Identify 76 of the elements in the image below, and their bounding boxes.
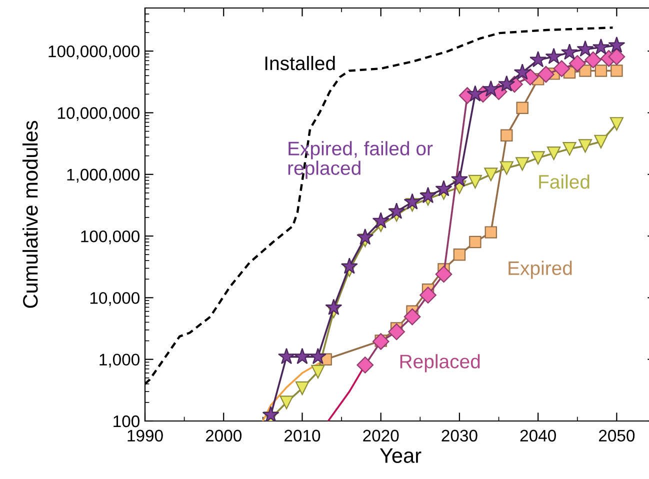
point <box>435 266 452 283</box>
point <box>372 333 390 350</box>
y-tick-label: 10,000 <box>90 292 140 306</box>
x-tick-label: 2010 <box>284 430 320 442</box>
point <box>482 80 500 97</box>
point <box>608 36 626 53</box>
point <box>561 44 578 60</box>
point <box>545 48 562 64</box>
point <box>594 134 608 148</box>
point <box>420 186 436 204</box>
y-tick-label: 10,000,000 <box>58 107 140 121</box>
point <box>538 66 554 83</box>
point <box>484 226 498 238</box>
point <box>498 75 516 92</box>
x-tick-label: 2040 <box>520 430 556 442</box>
point <box>309 348 326 364</box>
point <box>280 396 294 410</box>
point <box>340 258 358 274</box>
series-label: Installed <box>265 56 335 70</box>
point <box>576 40 594 57</box>
series-label: Expired, failed or replaced <box>288 141 433 179</box>
point <box>530 51 547 68</box>
x-tick-label: 2000 <box>206 430 242 442</box>
x-axis-title: Year <box>380 448 422 463</box>
point <box>579 64 592 77</box>
point <box>404 308 421 326</box>
point <box>468 174 482 189</box>
y-tick-label: 1,000 <box>100 354 140 368</box>
point <box>514 64 531 80</box>
point <box>578 139 592 153</box>
point <box>568 55 586 72</box>
point <box>404 193 421 210</box>
point <box>594 64 608 77</box>
point <box>516 102 528 114</box>
point <box>356 228 374 245</box>
point <box>516 157 530 171</box>
point <box>356 356 374 374</box>
point <box>553 60 570 78</box>
y-tick-label: 100,000 <box>81 230 140 244</box>
series-label: Failed <box>539 174 590 189</box>
point <box>592 38 610 55</box>
point <box>372 212 390 228</box>
y-axis-title: Cumulative modules <box>22 120 38 308</box>
y-tick-label: 100 <box>114 415 140 428</box>
point <box>562 142 576 156</box>
point <box>466 85 484 102</box>
point <box>388 323 405 340</box>
series-label: Expired <box>508 260 572 279</box>
x-tick-label: 2020 <box>363 430 399 442</box>
x-tick-label: 2030 <box>442 430 478 442</box>
point <box>610 117 624 131</box>
point <box>294 348 311 364</box>
point <box>435 180 452 196</box>
point <box>500 129 513 142</box>
y-tick-label: 1,000,000 <box>67 168 140 183</box>
point <box>453 248 466 261</box>
series-label: Replaced <box>400 354 480 372</box>
point <box>325 298 342 315</box>
x-tick-label: 1990 <box>128 430 163 442</box>
point <box>484 168 498 182</box>
point <box>531 151 545 165</box>
point <box>608 48 626 66</box>
point <box>295 381 310 396</box>
point <box>584 51 602 68</box>
point <box>311 364 325 379</box>
point <box>388 202 406 219</box>
y-tick-label: 100,000,000 <box>48 45 140 60</box>
point <box>278 348 295 364</box>
point <box>610 64 623 77</box>
x-tick-label: 2050 <box>598 430 635 442</box>
point <box>469 236 482 248</box>
point <box>420 286 436 304</box>
point <box>450 170 468 187</box>
point <box>262 406 280 421</box>
point <box>546 146 561 160</box>
point <box>500 161 514 175</box>
